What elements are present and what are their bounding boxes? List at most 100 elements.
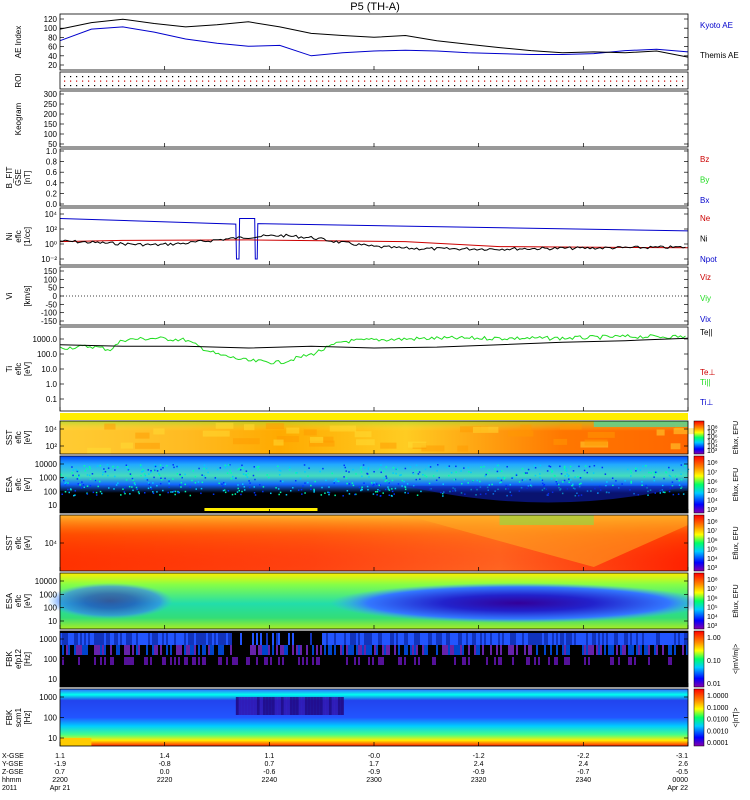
esa-elec-pixel [245, 470, 248, 472]
fbk1-col [446, 645, 448, 655]
roi-dot [64, 80, 66, 82]
esa-elec-pixel [177, 491, 179, 494]
esa-elec-pixel [645, 484, 647, 487]
esa-elec-pixel [550, 469, 552, 471]
esa-elec-pixel [266, 474, 268, 476]
roi-dot [610, 76, 612, 78]
fbk1-col [196, 633, 198, 645]
esa-elec-pixel [418, 471, 421, 473]
roi-dot [676, 76, 678, 78]
roi-dot [166, 85, 168, 87]
esa-elec-pixel [588, 465, 591, 468]
fbk1-col [78, 657, 80, 665]
fbk1-col [592, 633, 594, 645]
esa-elec-pixel [664, 491, 666, 494]
fbk1-ylabel-line-2: [Hz] [23, 652, 32, 666]
esa-elec-pixel [248, 486, 251, 489]
sst-elec-cell [265, 423, 285, 430]
sst-elec-cell [286, 427, 300, 434]
fbk1-col [590, 645, 592, 655]
esa-elec-pixel [328, 491, 331, 494]
roi-dot [370, 85, 372, 87]
fbk1-col [426, 633, 428, 645]
fbk1-col [160, 645, 162, 655]
fbk1-col [218, 645, 220, 655]
roi-dot [238, 76, 240, 78]
esa-elec-pixel [480, 466, 482, 468]
fbk1-col [282, 645, 284, 655]
fbk1-col [308, 633, 310, 645]
sst-elec-cell [553, 438, 568, 445]
fbk1-col [418, 657, 420, 665]
roi-dot [436, 76, 438, 78]
esa-elec-pixel [88, 474, 91, 477]
sst-elec-cell [243, 424, 255, 431]
esa-elec-pixel [73, 494, 75, 497]
fbk1-col [110, 633, 112, 645]
fbk1-col [536, 633, 538, 645]
roi-dot [184, 76, 186, 78]
roi-dot [148, 76, 150, 78]
density-series-ni [59, 233, 686, 251]
fbk1-col [670, 633, 672, 645]
esa-elec-pixel [249, 482, 251, 484]
roi-dot [622, 85, 624, 87]
esa-elec-pixel [342, 495, 344, 497]
fbk1-col [150, 633, 152, 645]
fbk1-col [478, 645, 480, 655]
fbk1-col [190, 645, 192, 655]
roi-dot [382, 80, 384, 82]
esa-elec-pixel [78, 475, 80, 477]
fbk1-col [354, 657, 356, 665]
fbk1-col [630, 645, 632, 655]
esa-elec-pixel [407, 492, 409, 494]
roi-dot [406, 80, 408, 82]
esa-elec-pixel [125, 479, 128, 481]
fbk1-col [352, 633, 354, 645]
sst-elec-cell [276, 436, 299, 443]
fbk1-col [328, 645, 330, 655]
esa-elec-pixel [382, 492, 384, 494]
x-col-3-row-0: -0.0 [368, 753, 380, 760]
esa-elec-pixel [512, 476, 514, 479]
roi-dot [76, 76, 78, 78]
roi-dot [556, 80, 558, 82]
fbk1-col [380, 657, 382, 665]
sst_ion-ylabel-line-0: SST [5, 535, 14, 551]
esa-elec-pixel [180, 475, 183, 478]
fbk1-col [608, 633, 610, 645]
esa-elec-pixel [181, 476, 183, 479]
sst-elec-cell [309, 440, 335, 447]
fbk1-col [596, 645, 598, 655]
fbk1-col [544, 645, 546, 655]
fbk1-col [530, 645, 532, 655]
esa-elec-pixel [78, 477, 81, 480]
temperature-tick-0: 1000.0 [33, 335, 58, 344]
fbk1-col [420, 633, 422, 645]
fbk1-col [160, 633, 162, 645]
fbk1-col [170, 645, 172, 655]
esa-elec-pixel [64, 483, 67, 486]
esa-elec-pixel [382, 470, 385, 472]
esa-elec-pixel [162, 489, 164, 492]
fbk2-col [262, 697, 266, 715]
roi-dot [328, 85, 330, 87]
fbk1-col [508, 633, 510, 645]
esa-elec-pixel [372, 493, 375, 495]
esa-elec-pixel [285, 494, 288, 496]
esa-elec-pixel [331, 472, 334, 475]
fbk1-col [268, 633, 270, 645]
x-col-6-row-2: -0.5 [676, 769, 688, 776]
fbk1-col [472, 633, 474, 645]
fbk1-col [448, 633, 450, 645]
esa-elec-pixel [661, 484, 664, 487]
esa-elec-pixel [147, 469, 150, 471]
fbk1-col [146, 645, 148, 655]
esa-elec-pixel [277, 465, 279, 468]
esa-elec-pixel [184, 473, 186, 476]
fbk1-col [114, 633, 116, 645]
fbk1-col [636, 645, 638, 655]
x-col-0-row-3: 2200 [52, 777, 68, 784]
esa-elec-pixel [278, 493, 280, 496]
esa-elec-pixel [496, 464, 498, 467]
